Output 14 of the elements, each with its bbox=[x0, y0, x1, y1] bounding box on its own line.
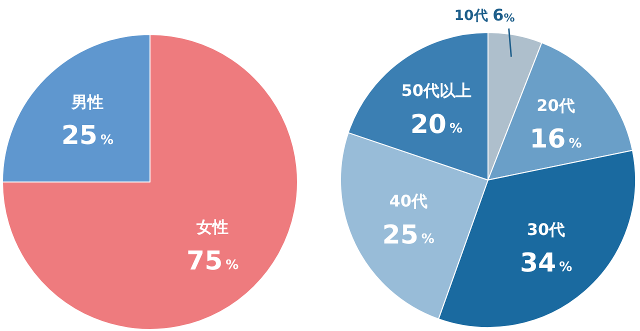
data-label: 6% bbox=[492, 6, 515, 25]
slice-label: 40代 bbox=[389, 192, 428, 211]
slice-label: 男性 bbox=[70, 92, 104, 112]
slice-label: 20代 bbox=[536, 96, 575, 116]
data-label: 25% bbox=[382, 220, 434, 250]
data-label: 20% bbox=[410, 110, 463, 140]
data-label: 34% bbox=[520, 248, 572, 279]
data-label: 75% bbox=[186, 246, 239, 276]
slice-label: 女性 bbox=[196, 218, 229, 237]
data-label: 25% bbox=[61, 121, 114, 152]
slice-label: 50代以上 bbox=[401, 81, 472, 100]
slice-label: 10代 bbox=[454, 8, 493, 24]
data-label: 16% bbox=[530, 124, 582, 155]
slice-label: 30代 bbox=[526, 220, 566, 239]
